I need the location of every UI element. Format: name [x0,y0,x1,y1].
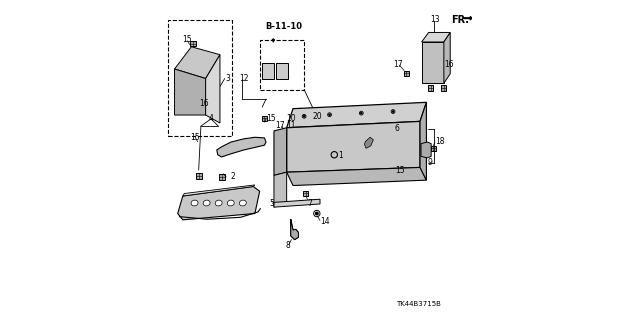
Bar [277,74,280,78]
Circle shape [361,113,362,114]
Bar [363,128,392,153]
Bar [442,85,447,91]
Text: FR.: FR. [451,15,469,25]
Polygon shape [205,55,220,123]
Text: TK44B3715B: TK44B3715B [396,301,441,307]
Text: 17: 17 [393,60,403,69]
Bar [330,108,335,113]
Polygon shape [287,122,420,172]
Bar [263,70,266,73]
Text: 2: 2 [230,173,235,182]
Polygon shape [183,185,255,196]
Text: 16: 16 [445,60,454,69]
Text: 15: 15 [182,35,191,44]
Bar [308,120,313,124]
Bar [190,41,196,47]
Text: 4: 4 [208,114,213,123]
Polygon shape [364,137,373,148]
Text: 11: 11 [287,121,296,130]
Circle shape [329,114,330,115]
Bar [277,70,280,73]
Bar [282,65,285,68]
Text: 15: 15 [190,133,200,142]
Bar [431,146,436,151]
Text: 1: 1 [339,151,343,160]
Bar [262,116,267,121]
Polygon shape [291,220,298,240]
Polygon shape [274,199,320,207]
Ellipse shape [227,200,234,206]
Text: 17: 17 [276,121,285,130]
Text: 10: 10 [287,114,296,123]
Text: B-11-10: B-11-10 [266,22,302,31]
Text: 32118: 32118 [398,138,424,147]
Polygon shape [420,102,426,180]
Ellipse shape [215,200,222,206]
Polygon shape [175,47,220,78]
Circle shape [303,116,305,117]
Polygon shape [444,33,450,83]
Text: 8: 8 [285,241,291,250]
Bar [168,20,232,136]
Bar [282,74,285,78]
Polygon shape [217,137,266,157]
Text: 16: 16 [199,100,209,108]
Bar [260,41,304,90]
Text: 15: 15 [267,114,276,123]
Polygon shape [422,33,450,42]
Bar [262,63,274,79]
Bar [208,97,213,102]
Polygon shape [287,102,426,128]
Ellipse shape [203,200,210,206]
Bar [282,70,285,73]
Bar [282,129,287,133]
Bar [263,74,266,78]
Bar [404,70,409,76]
Polygon shape [422,42,444,83]
Text: 6: 6 [395,124,400,133]
Ellipse shape [191,200,198,206]
Text: 14: 14 [321,217,330,226]
Polygon shape [287,167,426,186]
Text: 13: 13 [431,15,440,24]
Circle shape [316,212,318,215]
Bar [263,65,266,68]
Circle shape [392,111,394,112]
Bar [277,65,280,68]
Text: 9: 9 [428,158,432,167]
Bar [196,173,202,179]
Bar [219,174,225,180]
Text: 7: 7 [307,199,312,208]
Ellipse shape [239,200,246,206]
Polygon shape [274,128,287,175]
Polygon shape [178,187,260,220]
Text: 12: 12 [239,74,248,83]
Bar [298,120,303,124]
Text: 15: 15 [396,166,405,175]
Polygon shape [274,172,287,207]
Bar [428,85,433,91]
Bar [276,63,287,79]
Polygon shape [421,142,431,158]
Bar [268,65,272,68]
Text: 20: 20 [312,112,322,121]
Text: B-7-2: B-7-2 [398,132,420,141]
Bar [268,74,272,78]
Text: 5: 5 [269,199,274,208]
Bar [268,70,272,73]
Text: 18: 18 [436,137,445,145]
Bar [303,191,308,196]
Text: 3: 3 [226,74,230,83]
Polygon shape [175,69,205,115]
